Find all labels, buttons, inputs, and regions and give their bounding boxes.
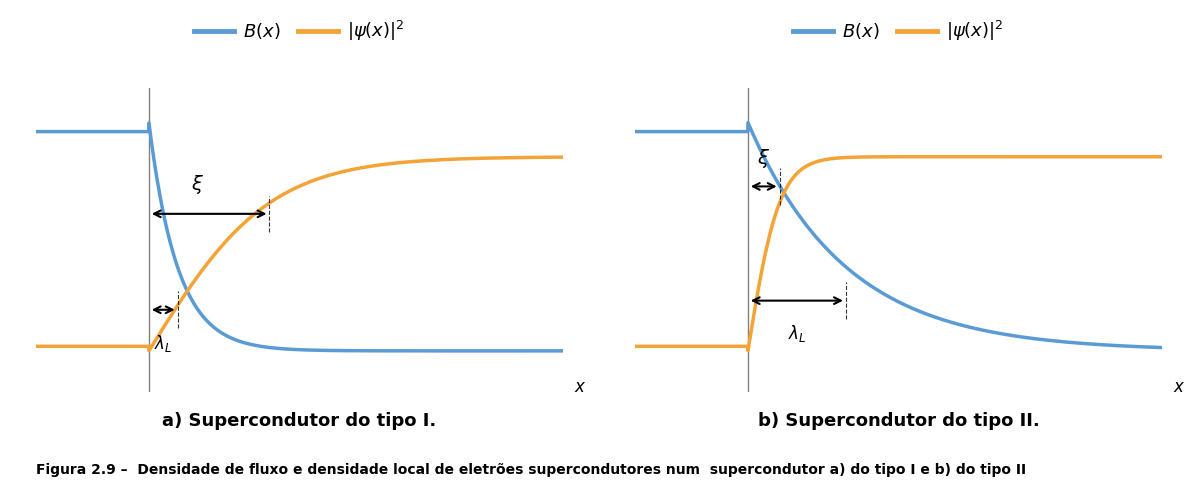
Text: x: x bbox=[1173, 378, 1184, 396]
Text: Figura 2.9 –  Densidade de fluxo e densidade local de eletrões supercondutores n: Figura 2.9 – Densidade de fluxo e densid… bbox=[36, 464, 1025, 477]
Legend: $B(x)$, $|\psi(x)|^2$: $B(x)$, $|\psi(x)|^2$ bbox=[786, 12, 1011, 50]
Text: b) Supercondutor do tipo II.: b) Supercondutor do tipo II. bbox=[757, 413, 1040, 430]
Legend: $B(x)$, $|\psi(x)|^2$: $B(x)$, $|\psi(x)|^2$ bbox=[187, 12, 412, 50]
Text: $\lambda_L$: $\lambda_L$ bbox=[155, 333, 173, 354]
Text: $\xi$: $\xi$ bbox=[192, 172, 205, 196]
Text: $\xi$: $\xi$ bbox=[757, 147, 770, 171]
Text: a) Supercondutor do tipo I.: a) Supercondutor do tipo I. bbox=[163, 413, 436, 430]
Text: $\lambda_L$: $\lambda_L$ bbox=[787, 323, 806, 344]
Text: x: x bbox=[574, 378, 585, 396]
